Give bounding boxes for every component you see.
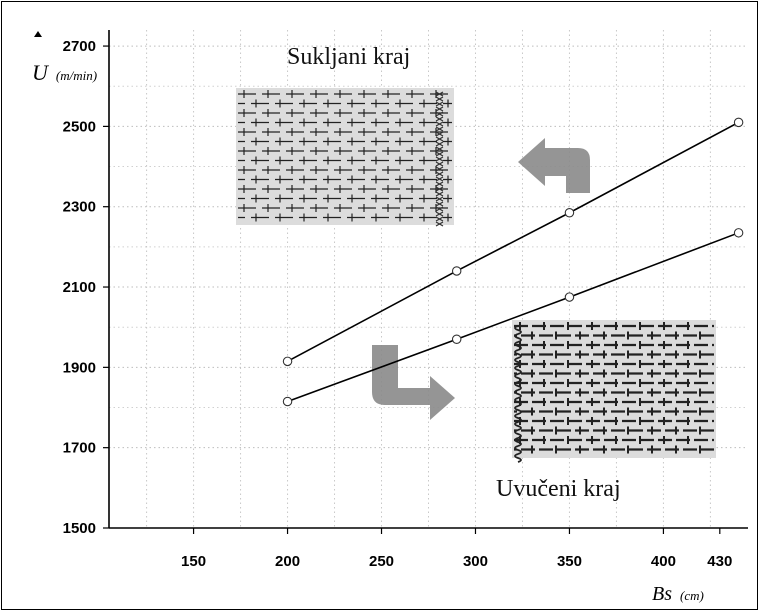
fabric-edge-loop	[514, 373, 522, 383]
y-tick-label: 2100	[63, 279, 96, 296]
x-tick-label: 400	[651, 553, 676, 570]
y-tick-label: 1900	[63, 359, 96, 376]
fabric-edge-hatch	[435, 141, 444, 147]
y-axis-unit: (m/min)	[56, 68, 97, 83]
fabric-edge-hatch	[435, 216, 444, 222]
fabric-edge-hatch	[435, 156, 444, 162]
fabric-edge-loop	[514, 437, 522, 447]
fabric-edge-hatch	[435, 151, 444, 157]
fabric-edge-loop	[514, 381, 522, 391]
y-axis-arrow-icon	[34, 31, 42, 37]
fabric-edge-loop	[514, 341, 522, 351]
fabric-edge-hatch	[435, 116, 444, 122]
fabric-edge-loop	[514, 429, 522, 439]
data-point	[282, 356, 293, 367]
fabric-top-illustration	[236, 88, 454, 227]
y-axis-symbol: U	[32, 60, 50, 85]
x-tick-label: 250	[369, 553, 394, 570]
fabric-edge-hatch	[435, 176, 444, 182]
fabric-edge-hatch	[435, 181, 444, 187]
y-tick-label: 2300	[63, 199, 96, 216]
x-axis-symbol: Bs	[652, 583, 672, 605]
annotation-bottom: Uvučeni kraj	[496, 476, 621, 502]
fabric-edge-hatch	[435, 101, 444, 107]
fabric-edge-hatch	[435, 166, 444, 172]
arrow-up-left-icon	[518, 138, 590, 193]
y-axis-label: U (m/min)	[32, 60, 97, 85]
x-axis-label: Bs (cm)	[652, 583, 704, 605]
data-point	[451, 334, 462, 344]
fabric-edge-hatch	[435, 111, 444, 117]
data-point	[733, 117, 744, 128]
x-tick-label: 300	[463, 553, 488, 570]
fabric-edge-loop	[514, 397, 522, 407]
series-line-1	[287, 121, 739, 363]
fabric-edge-hatch	[435, 126, 444, 132]
fabric-edge-hatch	[435, 131, 444, 137]
fabric-edge-hatch	[435, 221, 444, 227]
annotation-top: Sukljani kraj	[287, 44, 410, 70]
x-axis-unit: (cm)	[680, 588, 704, 603]
fabric-edge-loop	[514, 365, 522, 375]
fabric-edge-hatch	[435, 106, 444, 112]
y-tick-label: 1700	[63, 440, 96, 457]
fabric-edge-loop	[514, 413, 522, 423]
x-tick-label: 350	[557, 553, 582, 570]
data-point	[451, 266, 462, 276]
fabric-edge-loop	[514, 333, 522, 343]
data-point	[282, 396, 293, 407]
series-line-2	[287, 232, 739, 403]
x-tick-label: 150	[181, 553, 206, 570]
y-tick-labels: 1500 1700 1900 2100 2300 2500 2700	[63, 38, 109, 537]
fabric-edge-hatch	[435, 196, 444, 202]
fabric-edge-hatch	[435, 161, 444, 167]
fabric-edge-hatch	[435, 136, 444, 142]
fabric-edge-loop	[514, 405, 522, 415]
fabric-edge-hatch	[435, 91, 444, 97]
fabric-edge-hatch	[435, 206, 444, 212]
x-tick-label: 430	[707, 553, 732, 570]
arrow-down-right-icon	[372, 345, 455, 420]
x-tick-label: 200	[275, 553, 300, 570]
fabric-edge-hatch	[435, 96, 444, 102]
fabric-edge-loop	[514, 349, 522, 359]
y-tick-label: 2500	[63, 118, 96, 135]
data-point	[733, 228, 744, 238]
fabric-edge-hatch	[435, 211, 444, 217]
fabric-edge-hatch	[435, 201, 444, 207]
fabric-bottom-illustration	[512, 320, 716, 463]
fabric-edge-loop	[514, 453, 522, 463]
fabric-edge-loop	[514, 389, 522, 399]
fabric-edge-hatch	[435, 121, 444, 127]
fabric-edge-loop	[514, 421, 522, 431]
data-point	[564, 207, 575, 218]
fabric-edge-hatch	[435, 186, 444, 192]
x-tick-labels: 150 200 250 300 350 400 430	[181, 528, 732, 570]
fabric-edge-hatch	[435, 146, 444, 152]
fabric-edge-hatch	[435, 171, 444, 177]
data-point	[564, 292, 575, 302]
fabric-edge-loop	[514, 325, 522, 335]
fabric-edge-loop	[514, 357, 522, 367]
fabric-edge-hatch	[435, 191, 444, 197]
series-group	[282, 117, 744, 407]
y-tick-label: 1500	[63, 520, 96, 537]
fabric-edge-loop	[514, 445, 522, 455]
y-tick-label: 2700	[63, 38, 96, 55]
